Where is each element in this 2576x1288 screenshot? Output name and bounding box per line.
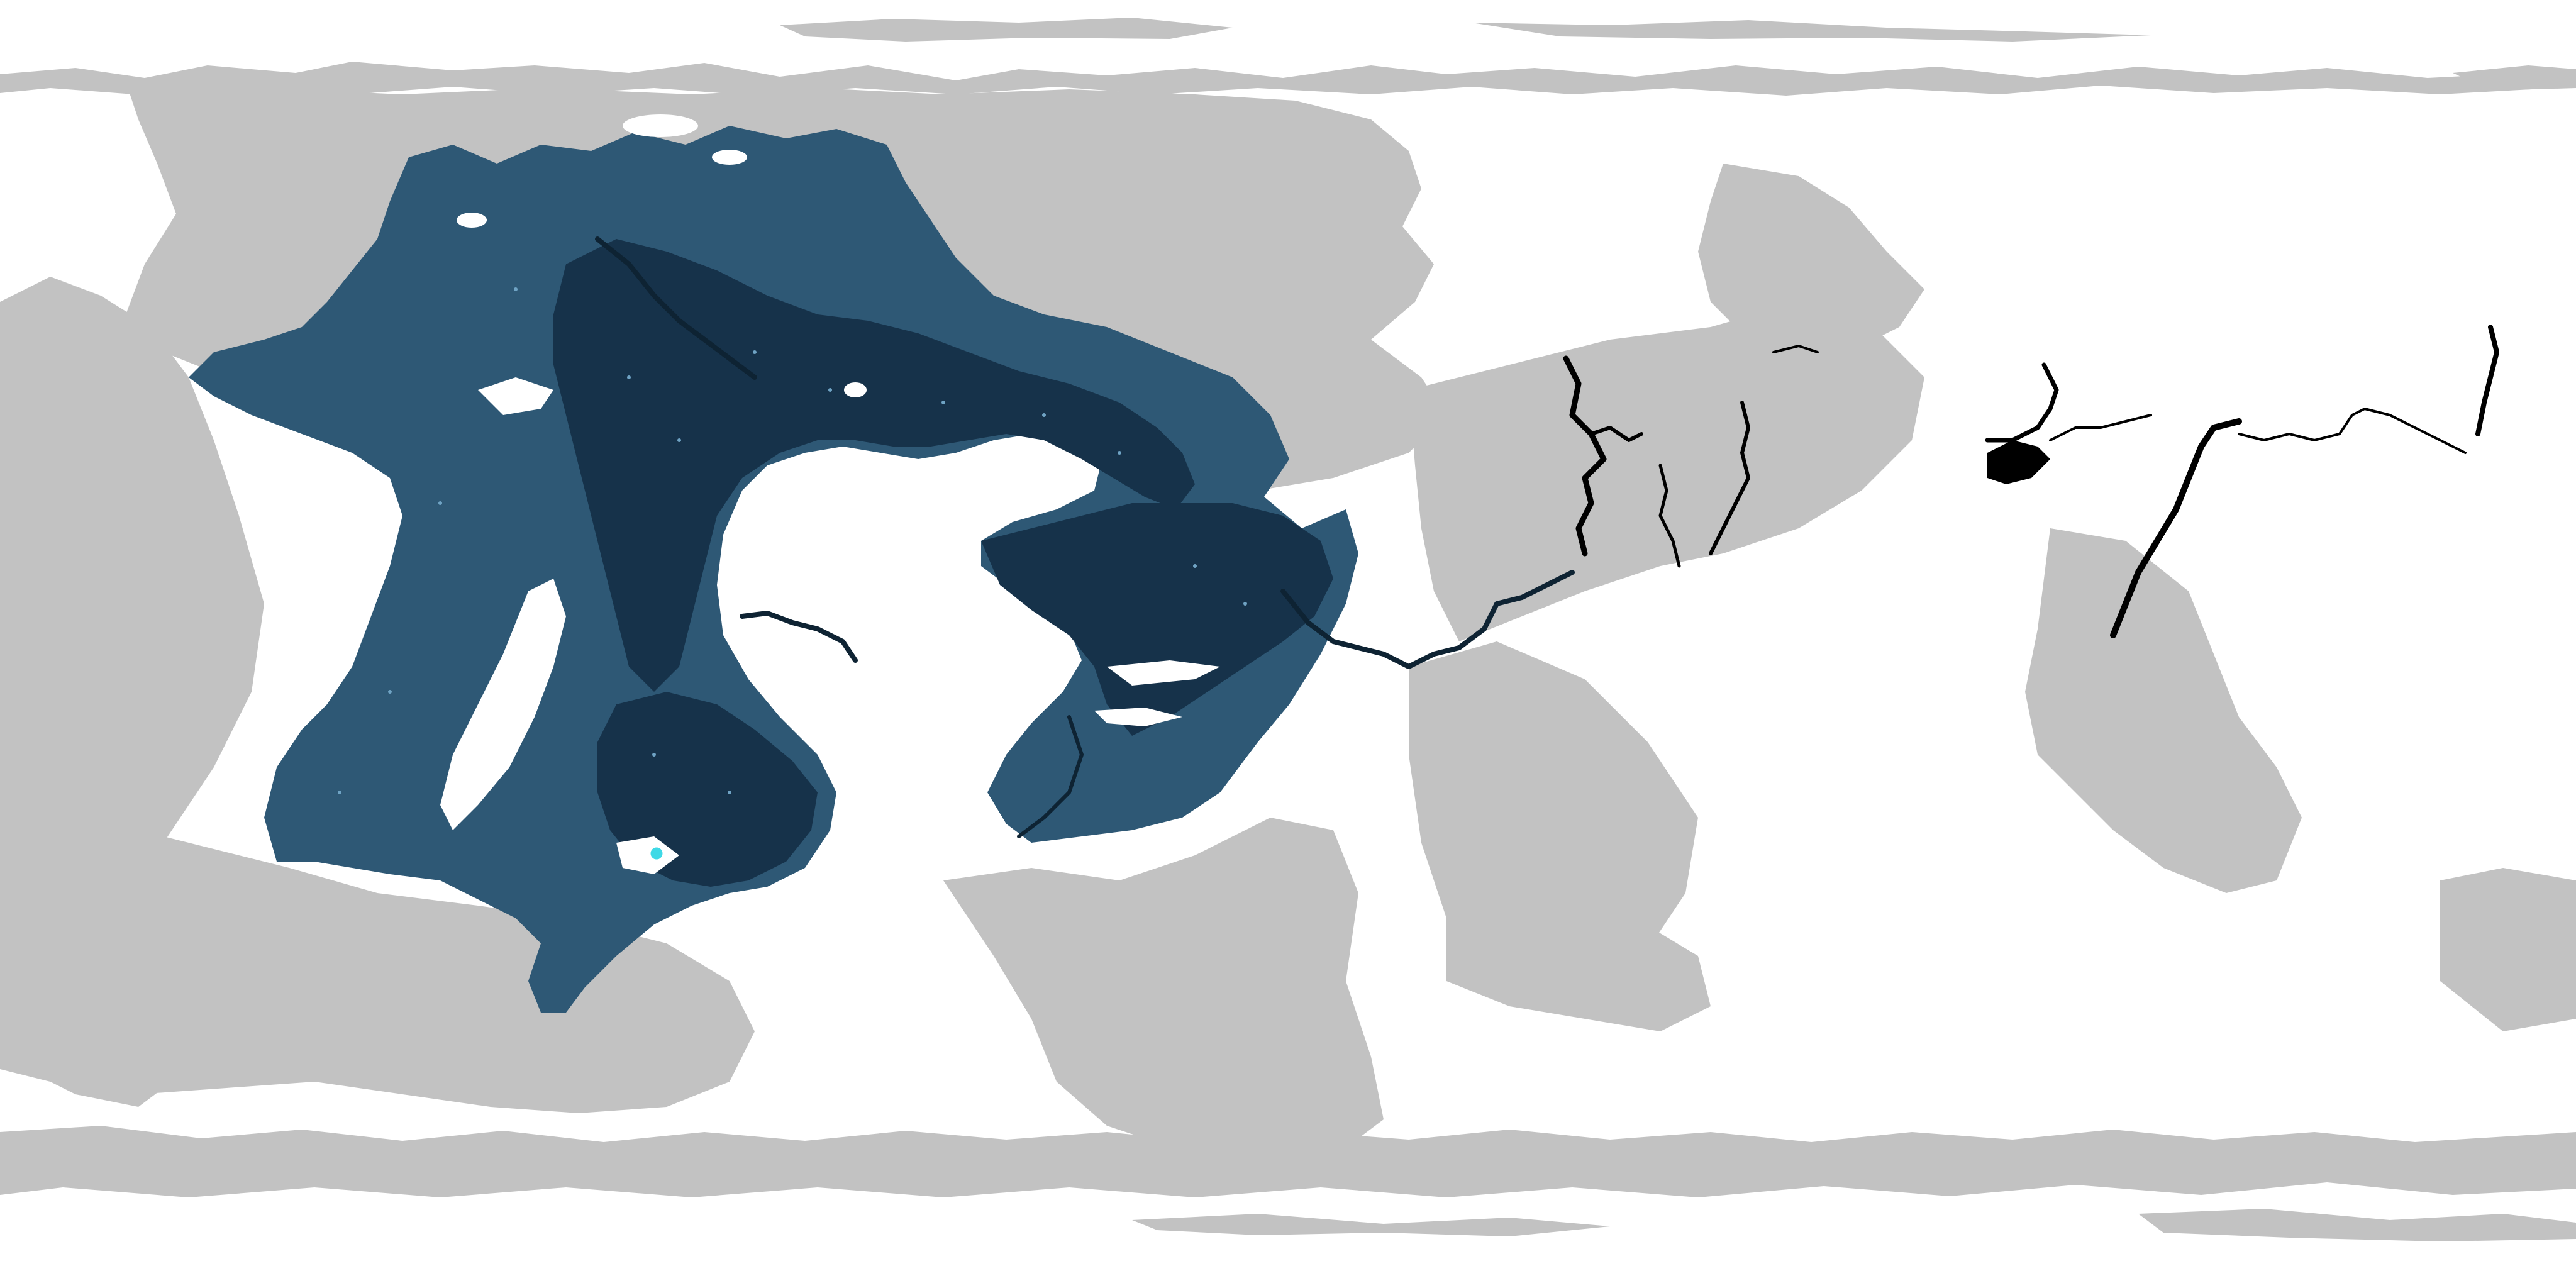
terrain-northeast <box>1698 164 1924 365</box>
location-marker[interactable] <box>648 845 665 862</box>
crater <box>1021 472 1041 484</box>
channel-south <box>1017 715 1084 838</box>
speckle <box>941 401 945 404</box>
plateau-north-streak <box>478 377 553 415</box>
terrain-south-bottom-2 <box>2138 1209 2576 1241</box>
terrain-south-band <box>0 1126 2576 1197</box>
terrain-north-strip-2 <box>1472 20 2151 42</box>
river-a-branch <box>1589 426 1643 442</box>
river-d <box>1772 345 1819 353</box>
speckle <box>438 501 442 505</box>
terrain-east-central <box>1409 302 1924 641</box>
crater <box>623 114 698 137</box>
basin-craters <box>457 114 1041 484</box>
terrain-south-bottom <box>1132 1214 1610 1236</box>
plateau-west <box>440 579 566 830</box>
plateau-ridge-2 <box>1094 708 1182 726</box>
speckle <box>1118 451 1121 455</box>
plateau-ridge-1 <box>1107 660 1220 686</box>
river-f-east <box>2238 408 2467 454</box>
channel-east <box>1280 570 1575 669</box>
crater <box>844 382 867 397</box>
speckle <box>828 388 832 392</box>
plateau-south-spot <box>616 836 679 874</box>
river-e-east <box>2049 414 2152 441</box>
channel-north <box>595 236 757 380</box>
terrain-north-strip <box>780 18 1233 42</box>
lake-e <box>1987 440 2050 484</box>
speckle <box>1193 564 1197 568</box>
crater <box>457 213 487 228</box>
speckle <box>338 791 341 794</box>
speckle <box>1243 602 1247 606</box>
basin-speckles <box>338 287 1247 794</box>
terrain-west-edge <box>0 340 88 478</box>
river-layer <box>1563 325 2499 638</box>
speckle <box>728 791 731 794</box>
river-e <box>1985 362 2059 443</box>
river-c <box>1709 401 1750 555</box>
speckle <box>388 690 392 694</box>
speckle <box>753 350 757 354</box>
terrain-east-large <box>2025 528 2302 893</box>
basin-layer <box>189 114 1575 1013</box>
channel-west <box>740 611 858 663</box>
terrain-north-strip-3 <box>2453 65 2576 91</box>
river-g <box>2475 325 2499 436</box>
basin-deep-north <box>553 239 1195 692</box>
terrain-south-center <box>1446 893 1711 1031</box>
river-a <box>1563 355 1607 557</box>
speckle <box>514 287 518 291</box>
terrain-north-band <box>0 62 2576 96</box>
terrain-east-edge <box>2440 868 2576 1031</box>
speckle <box>652 753 656 757</box>
basin-deep-east <box>981 503 1333 736</box>
crater <box>712 150 747 165</box>
basin-channels <box>595 236 1575 838</box>
terrain-west-lower <box>0 818 755 1113</box>
river-b <box>1658 464 1681 568</box>
speckle <box>677 438 681 442</box>
speckle <box>627 375 631 379</box>
speckle <box>1042 413 1046 417</box>
terrain-south-peninsula <box>943 818 1384 1170</box>
river-f <box>2110 418 2242 638</box>
